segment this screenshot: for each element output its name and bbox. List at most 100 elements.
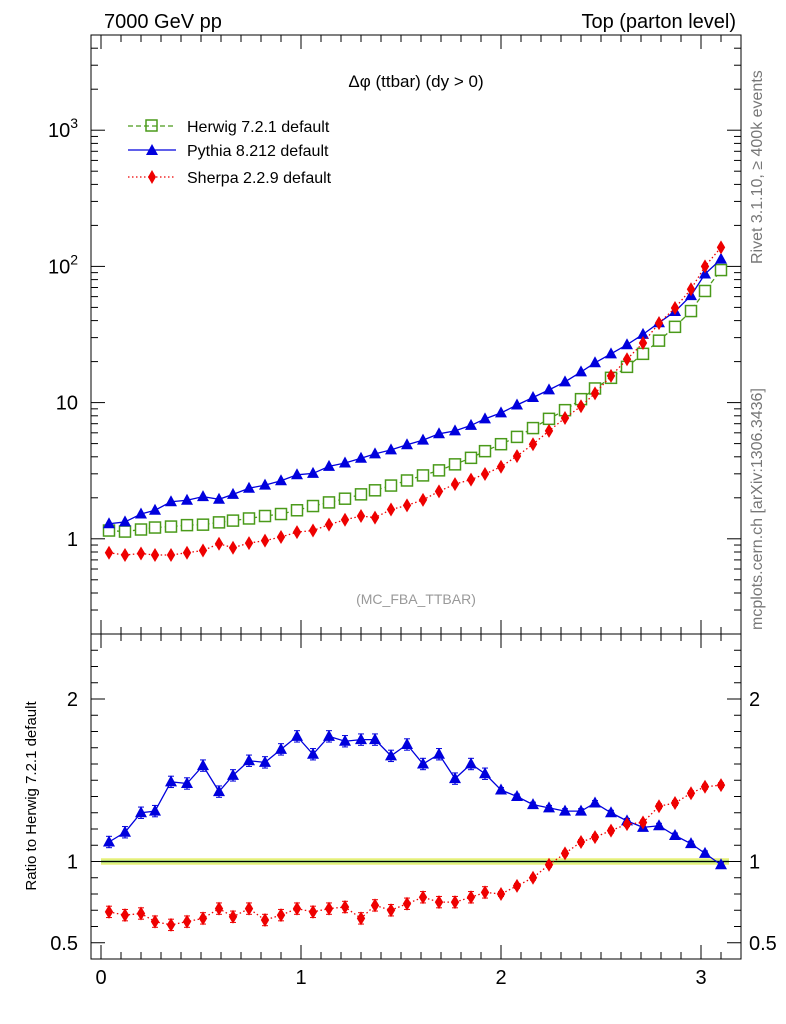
ratio-point-sherpa	[590, 830, 600, 845]
ratio-point-pythia	[589, 796, 601, 808]
ratio-point-pythia	[385, 749, 397, 761]
data-point-sherpa	[512, 449, 522, 464]
data-point-pythia	[401, 438, 413, 450]
ratio-point-sherpa	[228, 909, 238, 924]
rivet-label: Rivet 3.1.10, ≥ 400k events	[749, 70, 766, 264]
data-point-pythia	[355, 451, 367, 463]
data-point-pythia	[449, 424, 461, 436]
ratio-point-pythia	[433, 747, 445, 759]
ratio-point-sherpa	[198, 911, 208, 926]
ratio-point-sherpa	[670, 796, 680, 810]
header-right: Top (parton level)	[581, 11, 736, 33]
data-point-herwig	[400, 474, 414, 487]
data-point-herwig	[464, 451, 478, 465]
y-tick-label-ratio-right: 0.5	[749, 933, 777, 955]
ratio-point-sherpa	[308, 904, 318, 919]
data-point-herwig	[148, 521, 162, 534]
ratio-line-pythia	[108, 735, 722, 866]
data-point-pythia	[339, 456, 351, 468]
ratio-point-pythia	[291, 729, 303, 741]
data-point-sherpa	[120, 548, 130, 563]
ratio-line-sherpa	[108, 784, 722, 926]
data-point-sherpa	[228, 540, 238, 555]
ratio-point-sherpa	[260, 913, 270, 927]
ratio-series-sherpa	[104, 778, 726, 932]
data-point-sherpa	[324, 517, 334, 532]
data-point-sherpa	[670, 300, 680, 315]
ratio-point-sherpa	[340, 900, 350, 914]
data-point-pythia	[119, 515, 131, 527]
data-point-pythia	[213, 492, 225, 504]
ratio-point-pythia	[181, 777, 193, 788]
data-point-sherpa	[104, 545, 114, 560]
data-point-pythia	[479, 412, 491, 424]
data-point-herwig	[196, 518, 210, 531]
ratio-point-sherpa	[654, 799, 664, 814]
data-point-sherpa	[450, 477, 460, 492]
ratio-point-sherpa	[292, 901, 302, 916]
ratio-point-pythia	[653, 819, 665, 831]
data-point-herwig	[494, 437, 508, 451]
data-point-pythia	[197, 490, 209, 502]
data-point-herwig	[368, 484, 382, 497]
data-point-herwig	[448, 458, 462, 471]
data-point-herwig	[652, 334, 666, 347]
ratio-point-pythia	[699, 846, 711, 858]
data-point-pythia	[323, 459, 335, 471]
data-point-herwig	[542, 412, 556, 426]
legend-pythia-label: Pythia 8.212 default	[187, 143, 329, 160]
ratio-point-sherpa	[560, 846, 570, 861]
y-tick-label-ratio: 2	[67, 689, 78, 711]
data-point-sherpa	[528, 437, 538, 452]
ratio-point-sherpa	[402, 896, 412, 911]
ratio-point-pythia	[495, 783, 507, 795]
ratio-point-pythia	[449, 772, 461, 784]
ratio-point-pythia	[559, 804, 571, 816]
data-point-pythia	[637, 327, 649, 339]
y-tick-label-ratio: 1	[67, 852, 78, 874]
data-point-herwig	[164, 520, 178, 533]
data-point-sherpa	[166, 548, 176, 563]
y-tick-label-ratio-right: 2	[749, 689, 760, 711]
ratio-point-sherpa	[480, 885, 490, 900]
y-tick-label-ratio-right: 1	[749, 852, 760, 874]
data-point-herwig	[180, 518, 194, 532]
data-point-sherpa	[182, 545, 192, 560]
ratio-point-pythia	[369, 733, 381, 745]
legend-pythia: Pythia 8.212 default	[128, 143, 329, 160]
ratio-point-pythia	[401, 738, 413, 749]
data-point-pythia	[621, 338, 633, 350]
legend-sherpa-marker	[148, 170, 156, 184]
data-point-pythia	[511, 398, 523, 410]
data-point-sherpa	[480, 467, 490, 482]
legend-sherpa-label: Sherpa 2.2.9 default	[187, 170, 332, 187]
data-point-herwig	[226, 514, 240, 527]
data-point-sherpa	[292, 525, 302, 540]
ratio-point-pythia	[165, 775, 177, 787]
main-plot-area	[102, 240, 728, 563]
ratio-point-pythia	[479, 767, 491, 779]
data-point-herwig	[384, 479, 398, 492]
data-point-sherpa	[560, 411, 570, 426]
x-tick-label: 2	[495, 967, 506, 989]
data-point-pythia	[543, 383, 555, 395]
data-point-herwig	[354, 488, 368, 501]
data-point-herwig	[274, 507, 288, 521]
ratio-point-pythia	[527, 798, 539, 810]
data-point-pythia	[605, 347, 617, 359]
ratio-series-pythia	[103, 729, 727, 870]
ratio-point-pythia	[259, 755, 271, 767]
data-point-pythia	[715, 252, 727, 264]
ratio-point-pythia	[685, 837, 697, 849]
data-point-pythia	[307, 466, 319, 478]
legend: Herwig 7.2.1 default Pythia 8.212 defaul…	[128, 119, 332, 187]
ratio-point-pythia	[605, 806, 617, 818]
data-point-herwig	[306, 499, 320, 513]
ratio-point-sherpa	[512, 878, 522, 893]
data-point-pythia	[417, 433, 429, 445]
data-point-herwig	[478, 444, 492, 458]
ratio-point-sherpa	[450, 895, 460, 910]
series-line-sherpa	[108, 246, 722, 556]
data-point-sherpa	[308, 523, 318, 538]
data-point-sherpa	[434, 484, 444, 499]
